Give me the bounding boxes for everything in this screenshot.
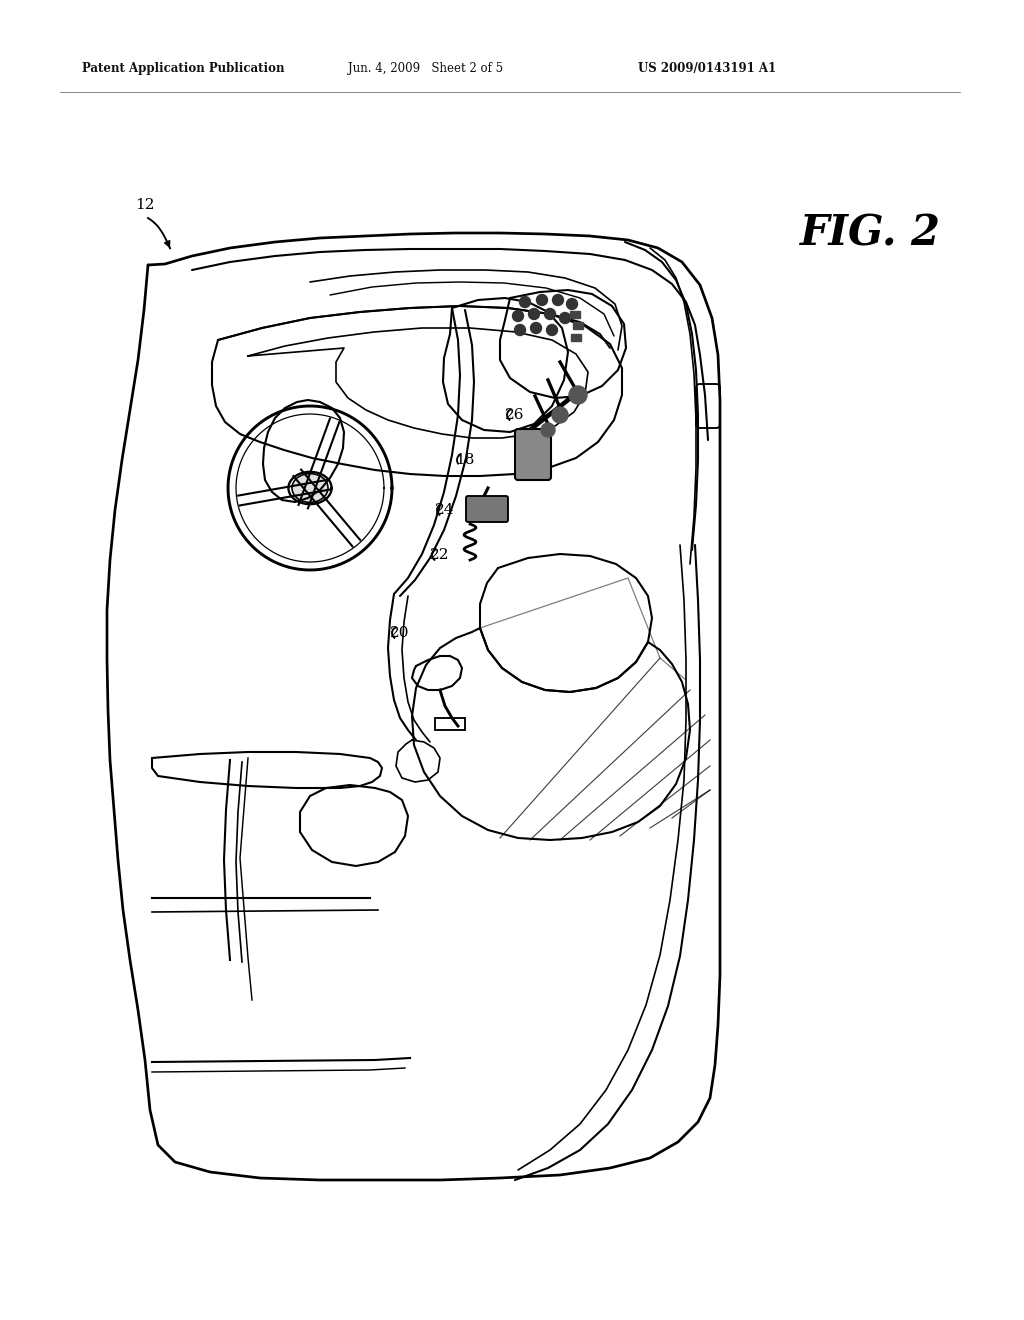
Bar xyxy=(570,312,580,318)
Circle shape xyxy=(514,325,525,335)
Circle shape xyxy=(528,309,540,319)
Circle shape xyxy=(537,294,548,305)
Circle shape xyxy=(559,313,570,323)
Text: 20: 20 xyxy=(390,626,410,640)
Text: 18: 18 xyxy=(455,453,474,467)
Text: Jun. 4, 2009   Sheet 2 of 5: Jun. 4, 2009 Sheet 2 of 5 xyxy=(348,62,503,75)
Circle shape xyxy=(545,309,555,319)
Text: 22: 22 xyxy=(430,548,450,562)
Bar xyxy=(573,322,583,329)
FancyBboxPatch shape xyxy=(515,429,551,480)
Text: 26: 26 xyxy=(505,408,524,422)
Circle shape xyxy=(553,294,563,305)
Text: FIG. 2: FIG. 2 xyxy=(800,213,941,253)
Text: 12: 12 xyxy=(135,198,155,213)
Circle shape xyxy=(519,297,530,308)
FancyBboxPatch shape xyxy=(466,496,508,521)
Circle shape xyxy=(569,385,587,404)
Ellipse shape xyxy=(292,474,328,503)
Circle shape xyxy=(541,422,555,437)
Text: 24: 24 xyxy=(435,503,455,517)
Circle shape xyxy=(530,322,542,334)
Bar xyxy=(571,334,581,341)
Circle shape xyxy=(512,310,523,322)
Text: US 2009/0143191 A1: US 2009/0143191 A1 xyxy=(638,62,776,75)
Bar xyxy=(435,718,465,730)
Circle shape xyxy=(547,325,557,335)
Text: Patent Application Publication: Patent Application Publication xyxy=(82,62,285,75)
Circle shape xyxy=(566,298,578,309)
Circle shape xyxy=(552,407,568,422)
